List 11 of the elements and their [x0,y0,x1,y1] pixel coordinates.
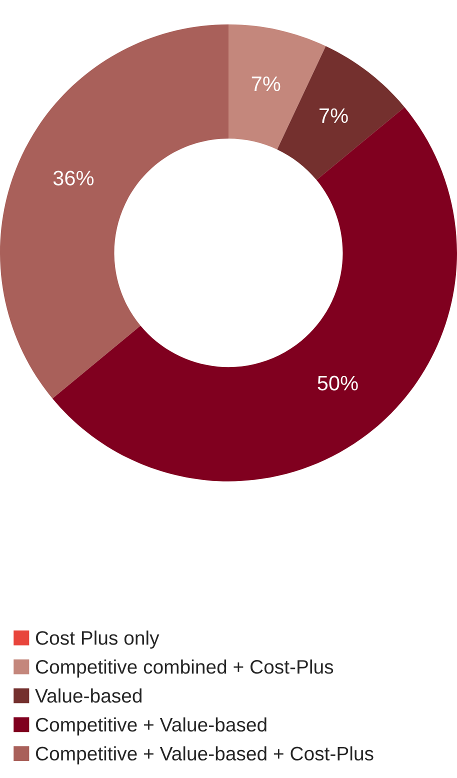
legend-label: Cost Plus only [36,630,160,649]
donut-slice [52,107,457,482]
data-label: 7% [320,108,348,123]
legend-label: Competitive combined + Cost-Plus [36,659,334,678]
donut-slice [0,24,228,398]
data-label: 50% [318,376,358,390]
legend-label: Competitive + Value-based [36,717,266,736]
legend-label: Value-based [35,688,142,703]
data-label: 7% [252,76,280,92]
legend-label: Competitive + Value-based + Cost-Plus [36,746,374,764]
data-label: 36% [53,170,94,186]
